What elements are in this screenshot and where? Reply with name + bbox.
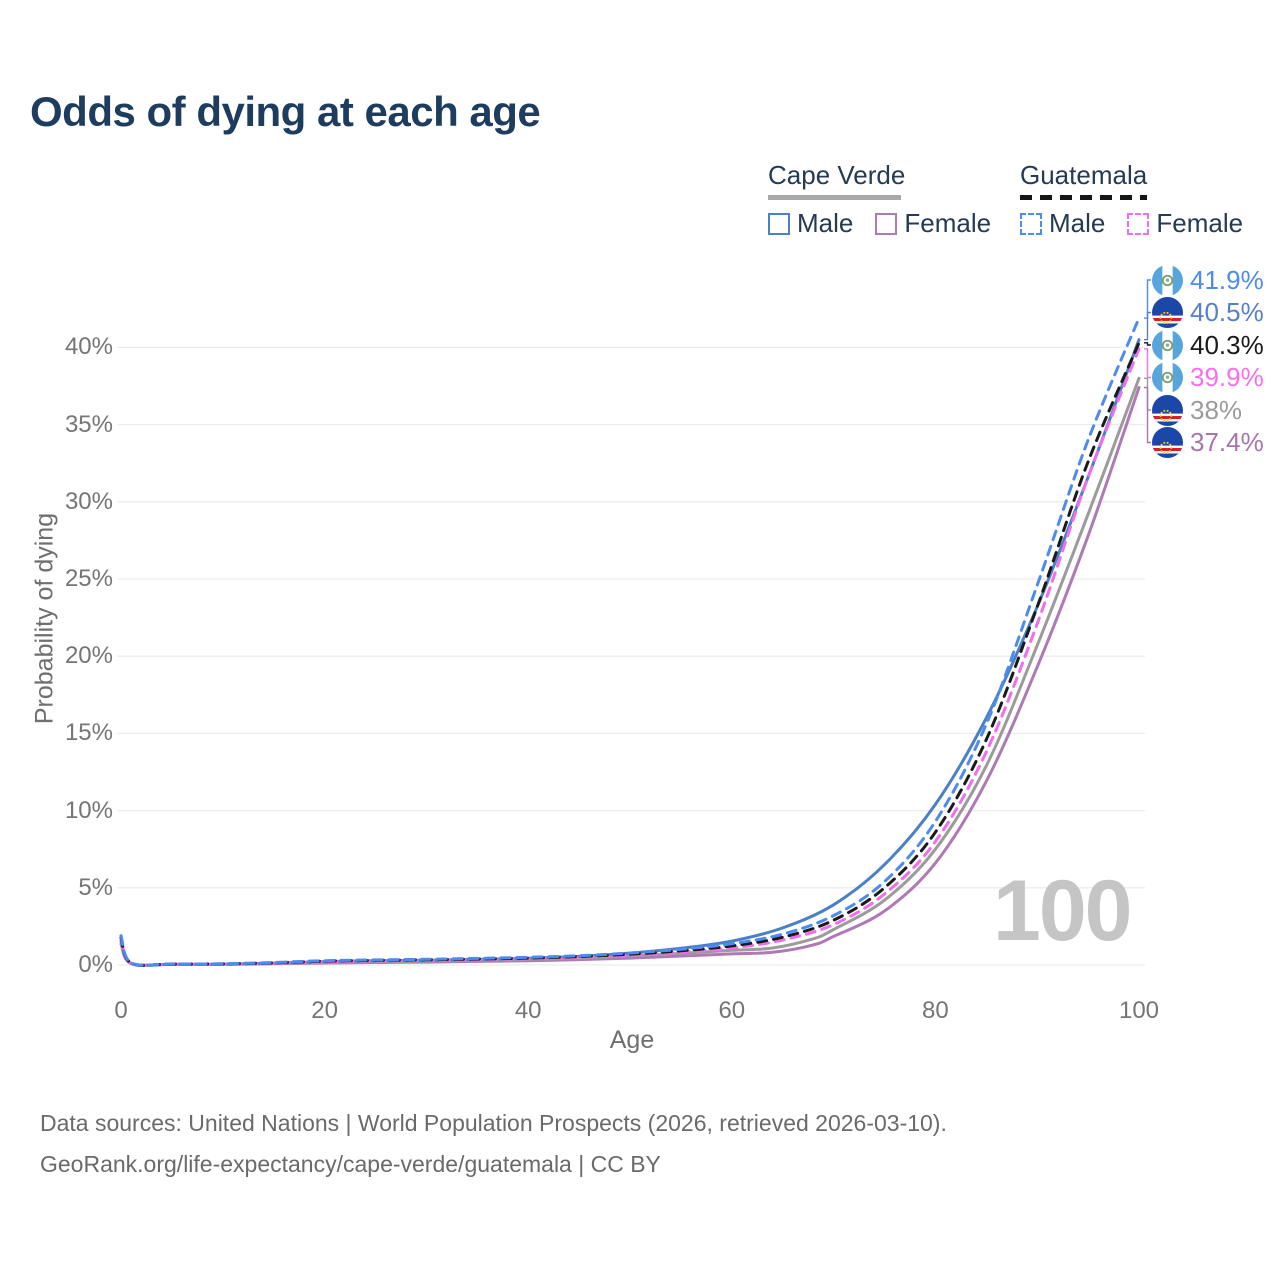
guatemala-flag-icon — [1152, 362, 1183, 393]
x-tick-label: 0 — [114, 997, 128, 1024]
end-label-guatemala-male[interactable]: 41.9% — [1152, 264, 1264, 296]
end-value: 40.5% — [1190, 297, 1264, 327]
leader-line-gt_male — [1144, 279, 1151, 319]
end-value: 38% — [1190, 394, 1243, 425]
leader-line-cv_male — [1144, 311, 1151, 341]
end-value: 37.4% — [1190, 427, 1264, 457]
legend-swatch-cape-verde-female — [875, 212, 898, 235]
leader-line-cv_female — [1144, 386, 1151, 444]
series-line-gt_male[interactable] — [119, 316, 1141, 967]
series-line-gt_female[interactable] — [119, 347, 1141, 967]
series-line-cv_female[interactable] — [119, 386, 1141, 967]
leader-line-gt_female — [1144, 348, 1151, 379]
guatemala-flag-icon — [1152, 264, 1183, 296]
y-tick-label: 40% — [64, 333, 113, 361]
end-label-guatemala-both[interactable]: 40.3% — [1152, 329, 1264, 361]
legend-swatch-guatemala-male — [1020, 212, 1042, 235]
y-tick-label: 15% — [64, 719, 113, 747]
x-tick-label: 80 — [922, 997, 949, 1024]
end-value: 40.3% — [1190, 329, 1264, 360]
y-tick-label: 5% — [78, 873, 113, 901]
cape-verde-flag-icon — [1152, 394, 1183, 426]
x-axis-title: Age — [609, 1026, 655, 1054]
y-tick-label: 10% — [64, 796, 113, 824]
y-tick-label: 0% — [78, 951, 113, 978]
x-tick-label: 20 — [311, 997, 338, 1024]
cape-verde-flag-icon — [1152, 297, 1183, 328]
leader-line-gt_both — [1144, 342, 1151, 346]
end-label-cape-verde-male[interactable]: 40.5% — [1152, 297, 1264, 329]
legend-item-guatemala-male[interactable]: Male — [1020, 208, 1105, 239]
legend-item-cape-verde-male[interactable]: Male — [768, 208, 853, 239]
legend-item-label: Male — [797, 208, 854, 238]
end-label-cape-verde-both[interactable]: 38% — [1152, 394, 1242, 426]
legend-underline-solid — [768, 195, 901, 200]
series-line-gt_both[interactable] — [119, 341, 1141, 967]
cape-verde-flag-icon — [1152, 427, 1183, 458]
end-label-guatemala-female[interactable]: 39.9% — [1152, 362, 1264, 394]
line-chart-plot — [117, 279, 1151, 967]
legend-item-label: Female — [1156, 208, 1244, 238]
legend-swatch-guatemala-female — [1127, 212, 1150, 235]
legend-country-label[interactable]: Guatemala — [1020, 160, 1148, 190]
x-tick-label: 40 — [514, 997, 542, 1024]
y-tick-label: 25% — [64, 565, 113, 592]
y-tick-label: 35% — [64, 410, 113, 438]
end-value: 41.9% — [1190, 264, 1264, 295]
data-sources-line: Data sources: United Nations | World Pop… — [40, 1110, 947, 1136]
legend-group-guatemala: Guatemala Male Female — [1020, 160, 1243, 239]
y-tick-label: 30% — [64, 487, 113, 515]
end-value: 39.9% — [1190, 362, 1264, 392]
legend-country-label[interactable]: Cape Verde — [768, 160, 906, 190]
y-tick-label: 20% — [64, 642, 113, 670]
legend-swatch-cape-verde-male — [768, 212, 790, 235]
legend-group-cape-verde: Cape Verde Male Female — [768, 160, 991, 239]
legend-item-guatemala-female[interactable]: Female — [1127, 208, 1243, 239]
x-tick-label: 60 — [718, 997, 746, 1024]
guatemala-flag-icon — [1152, 329, 1183, 361]
legend-underline-dashed — [1020, 195, 1147, 200]
end-label-cape-verde-female[interactable]: 37.4% — [1152, 427, 1264, 459]
series-line-cv_both[interactable] — [119, 376, 1141, 967]
page-title: Odds of dying at each age — [30, 88, 541, 135]
attribution-line[interactable]: GeoRank.org/life-expectancy/cape-verde/g… — [40, 1151, 661, 1177]
x-tick-label: 100 — [1118, 997, 1160, 1024]
series-line-cv_male[interactable] — [119, 338, 1141, 967]
legend-item-label: Male — [1049, 208, 1106, 238]
legend-item-cape-verde-female[interactable]: Female — [875, 208, 991, 239]
y-axis-title: Probability of dying — [30, 512, 59, 725]
age-watermark: 100 — [993, 863, 1132, 959]
legend-item-label: Female — [904, 208, 992, 238]
